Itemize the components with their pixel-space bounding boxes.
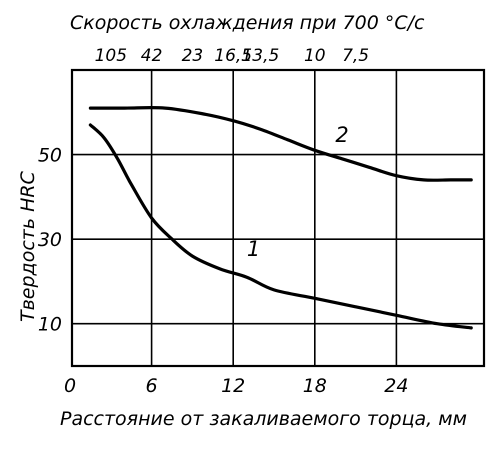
x-tick-label: 6 <box>146 375 158 397</box>
top-tick-label: 105 <box>95 46 127 66</box>
series-2-label: 2 <box>335 123 348 147</box>
x-tick-label: 18 <box>303 375 327 397</box>
x-tick-label: 12 <box>221 375 245 397</box>
curves: 12 <box>88 106 473 330</box>
y-tick-label: 50 <box>38 145 62 167</box>
top-tick-label: 7,5 <box>342 46 369 66</box>
chart-title: Скорость охлаждения при 700 °С/с <box>70 12 425 34</box>
series-2-line <box>88 106 473 182</box>
top-tick-label: 42 <box>141 46 163 66</box>
y-tick-label: 30 <box>38 229 62 251</box>
x-tick-label: 24 <box>384 375 408 397</box>
top-tick-label: 10 <box>304 46 326 66</box>
x-axis-label: Расстояние от закаливаемого торца, мм <box>60 408 467 430</box>
plot-frame <box>70 68 486 368</box>
series-1-label: 1 <box>247 237 260 261</box>
series-1-line <box>88 123 473 330</box>
top-tick-label: 16,5 <box>214 46 252 66</box>
top-tick-label: 23 <box>182 46 204 66</box>
top-tick-label: 13,5 <box>241 46 279 66</box>
y-tick-label: 10 <box>38 314 62 336</box>
x-tick-label: 0 <box>64 375 76 397</box>
y-axis-label: Твердость HRC <box>17 170 39 322</box>
